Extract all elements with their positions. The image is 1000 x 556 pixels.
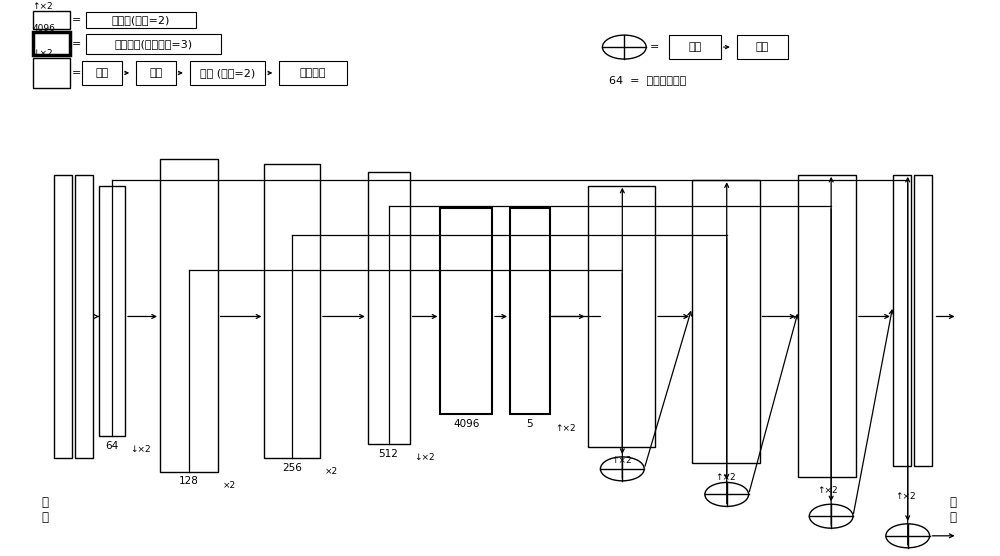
Text: ↑×2: ↑×2 [895,492,915,500]
Text: 卷积: 卷积 [96,68,109,78]
Bar [893,175,911,466]
Text: 输
入: 输 入 [41,496,48,524]
Text: ↓×2: ↓×2 [130,445,151,454]
Bar [136,61,176,85]
Text: 64  =  特征图分类数: 64 = 特征图分类数 [609,75,687,85]
Text: ↑×2: ↑×2 [33,2,53,11]
Text: 256: 256 [282,463,302,473]
Bar [588,186,655,447]
Text: ×2: ×2 [325,467,338,476]
Bar [33,11,70,29]
Text: 池化 (步长=2): 池化 (步长=2) [200,68,255,78]
Bar [692,181,760,463]
Bar [86,12,196,28]
Bar [33,58,70,88]
Bar [510,207,550,414]
Text: 512: 512 [379,449,399,459]
Text: 激活: 激活 [149,68,163,78]
Text: ×2: ×2 [223,481,236,490]
Text: ↑×2: ↑×2 [817,486,837,495]
Text: =: = [649,42,659,52]
Bar [82,61,122,85]
Text: =: = [72,68,81,78]
Bar [160,158,218,471]
Bar [737,35,788,59]
Bar [54,175,72,458]
Bar [914,175,932,466]
Bar [279,61,347,85]
Text: 膨胀卷积(膨胀系数=3): 膨胀卷积(膨胀系数=3) [114,39,192,49]
Bar [669,35,721,59]
Text: 融合: 融合 [756,42,769,52]
Bar [440,207,492,414]
Bar [86,34,221,53]
Text: 批归一化: 批归一化 [300,68,326,78]
Bar [798,175,856,477]
Text: 输
出: 输 出 [949,496,956,524]
Text: ↓×2: ↓×2 [414,454,435,463]
Bar [190,61,265,85]
Bar [264,164,320,458]
Text: 裁剪: 裁剪 [688,42,702,52]
Text: ↑×2: ↑×2 [555,424,575,433]
Text: 反卷积(步长=2): 反卷积(步长=2) [112,15,170,25]
Text: 4096: 4096 [453,419,479,429]
Bar [75,175,93,458]
Bar [33,32,70,55]
Text: ↓×2: ↓×2 [33,49,53,58]
Bar [368,172,410,444]
Text: =: = [72,15,81,25]
Text: ↑×2: ↑×2 [611,456,632,465]
Bar [99,186,125,436]
Text: ↑×2: ↑×2 [715,473,736,481]
Text: 64: 64 [106,441,119,451]
Text: 128: 128 [179,476,199,486]
Text: =: = [72,39,81,49]
Text: 4096: 4096 [33,23,55,33]
Text: 5: 5 [527,419,533,429]
